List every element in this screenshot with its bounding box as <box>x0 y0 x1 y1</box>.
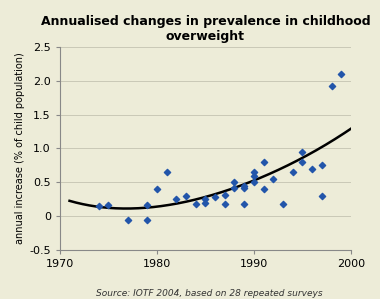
Point <box>231 180 238 185</box>
Point <box>328 83 334 88</box>
Point <box>309 167 315 171</box>
Point <box>144 217 150 222</box>
Point <box>319 163 325 168</box>
Point <box>173 197 179 202</box>
Point <box>251 173 257 178</box>
Point <box>261 187 267 191</box>
Point <box>299 160 306 164</box>
Point <box>241 202 247 206</box>
Point <box>212 195 218 200</box>
Point <box>251 170 257 175</box>
Point <box>202 200 208 205</box>
Point <box>299 150 306 154</box>
Point <box>183 193 189 198</box>
Point <box>251 180 257 185</box>
Point <box>241 183 247 188</box>
Point <box>222 192 228 197</box>
Point <box>231 185 238 190</box>
Point <box>105 202 111 207</box>
Point <box>125 217 131 222</box>
Point <box>319 193 325 198</box>
Point <box>202 197 208 202</box>
Point <box>163 170 169 175</box>
Text: Source: IOTF 2004, based on 28 repeated surveys: Source: IOTF 2004, based on 28 repeated … <box>96 289 322 298</box>
Point <box>270 176 276 181</box>
Point <box>154 187 160 191</box>
Point <box>96 204 102 208</box>
Point <box>193 202 199 206</box>
Point <box>222 202 228 206</box>
Point <box>261 160 267 164</box>
Y-axis label: annual increase (% of child population): annual increase (% of child population) <box>15 53 25 244</box>
Point <box>338 72 344 77</box>
Title: Annualised changes in prevalence in childhood
overweight: Annualised changes in prevalence in chil… <box>41 15 370 43</box>
Point <box>241 185 247 190</box>
Point <box>280 202 286 206</box>
Point <box>290 170 296 175</box>
Point <box>144 202 150 207</box>
